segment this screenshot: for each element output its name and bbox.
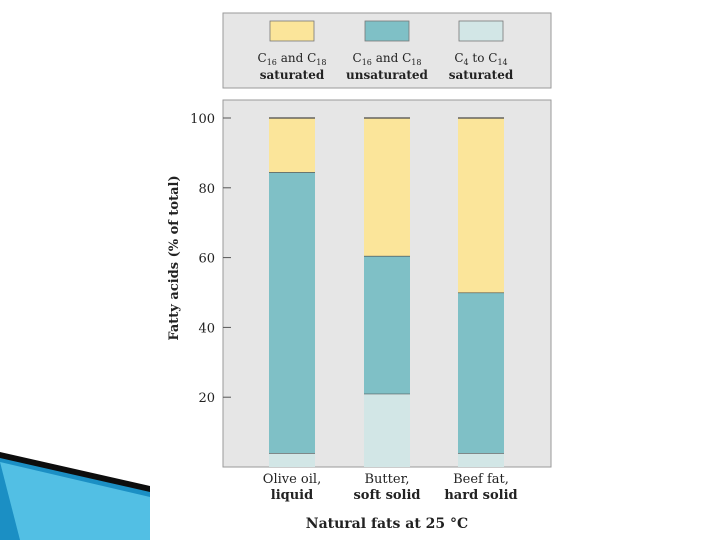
legend-label-line2: unsaturated [346,68,429,82]
legend-label-short_sat: C4 to C14 [454,51,507,67]
y-tick-label: 80 [198,182,215,197]
bar-segment-long_unsat [269,172,315,454]
y-tick-label: 40 [198,321,215,336]
bar-segment-long_sat [269,118,315,173]
x-axis-label: Natural fats at 25 °C [306,516,468,532]
y-tick-label: 100 [190,112,215,127]
bar-segment-short_sat [364,393,410,467]
legend-swatch-long_sat [269,20,315,42]
y-tick-label: 60 [198,252,215,267]
category-label-line2: liquid [271,488,313,503]
category-label-line2: soft solid [353,488,420,503]
y-tick-label: 20 [198,391,215,406]
bar-segment-long_sat [364,118,410,256]
category-label-line1: Beef fat, [453,472,509,487]
bar-segment-long_unsat [364,255,410,394]
bar-segment-short_sat [458,453,504,467]
legend-swatch-short_sat [458,20,504,42]
category-label-line1: Butter, [365,472,410,487]
y-axis-label: Fatty acids (% of total) [167,175,182,340]
category-label-line2: hard solid [444,488,517,503]
category-label-line1: Olive oil, [263,472,321,487]
bar-segment-short_sat [269,453,315,467]
legend-swatch-long_unsat [364,20,410,42]
legend-label-long_sat: C16 and C18 [258,51,327,67]
bar-segment-long_unsat [458,292,504,454]
legend-label-long_unsat: C16 and C18 [353,51,422,67]
legend-label-line2: saturated [260,68,325,82]
chart-plot: 100 80 60 40 20 [190,99,552,468]
slide-accent-decoration [0,452,150,540]
legend-label-line2: saturated [449,68,514,82]
bar-segment-long_sat [458,118,504,293]
